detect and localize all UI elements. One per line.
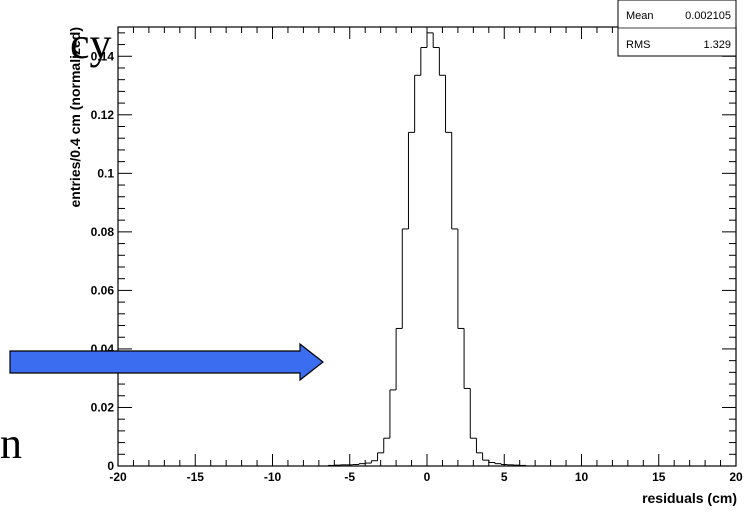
y-tick-label: 0.06 xyxy=(91,283,115,297)
stats-rms-value: 1.329 xyxy=(703,39,731,51)
x-tick-label: -10 xyxy=(264,470,282,484)
x-tick-label: -15 xyxy=(187,470,205,484)
x-tick-label: 5 xyxy=(501,470,508,484)
x-tick-label: -20 xyxy=(109,470,127,484)
plot-frame xyxy=(117,26,737,467)
x-tick-label: 0 xyxy=(424,470,431,484)
y-tick-label: 0.14 xyxy=(91,49,115,63)
stats-mean-value: 0.002105 xyxy=(685,10,731,22)
stats-mean-label: Mean xyxy=(626,10,654,22)
y-tick-label: 0.02 xyxy=(91,400,115,414)
y-tick-labels: 00.020.040.060.080.10.120.14 xyxy=(91,49,115,473)
x-tick-labels: -20 -15 -10 -5 0 5 10 15 20 xyxy=(109,470,743,484)
x-axis-title: residuals (cm) xyxy=(642,490,737,506)
stats-rms-label: RMS xyxy=(626,39,650,51)
y-tick-label: 0.12 xyxy=(91,108,115,122)
histogram-bins xyxy=(118,32,736,467)
x-tick-label: 10 xyxy=(575,470,589,484)
x-tick-label: 20 xyxy=(729,470,743,484)
y-axis-title: entries/0.4 cm (normalized) xyxy=(67,27,83,208)
y-tick-label: 0.1 xyxy=(97,166,114,180)
slide-text-fragment-top: cy xyxy=(70,19,112,68)
y-tick-label: 0 xyxy=(107,459,114,473)
slide-text-fragment-bottom: n xyxy=(0,419,22,468)
y-tick-label: 0.08 xyxy=(91,225,115,239)
x-tick-label: -5 xyxy=(344,470,355,484)
right-arrow-icon xyxy=(9,342,324,382)
x-tick-label: 15 xyxy=(652,470,666,484)
stats-box: Mean 0.002105 RMS 1.329 xyxy=(617,0,737,57)
